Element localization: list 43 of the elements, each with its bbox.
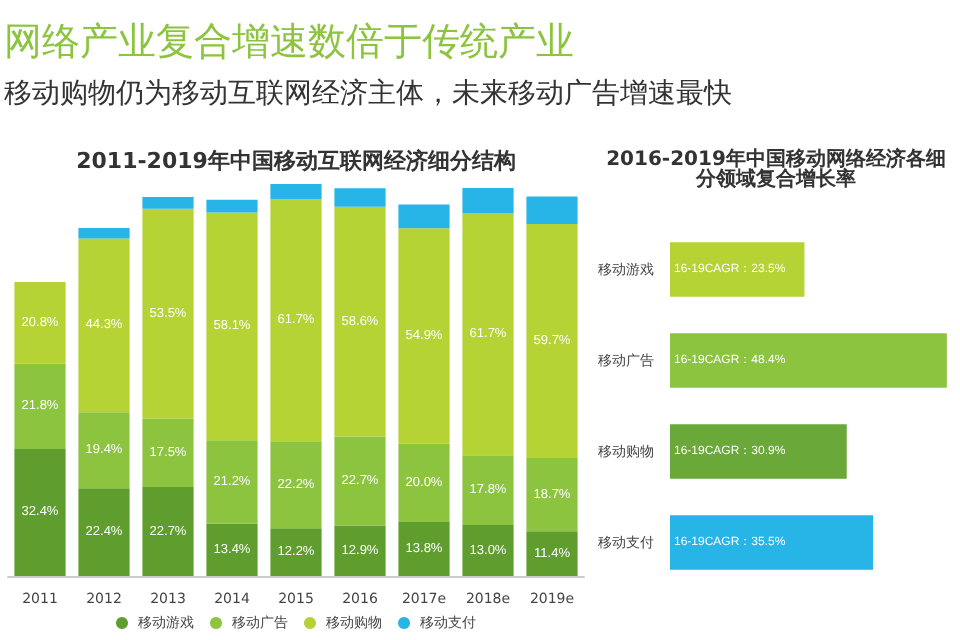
bar [526,531,578,576]
bar [14,448,66,576]
bar [270,199,322,442]
bar [670,242,805,297]
bar [270,184,322,200]
bar [462,455,514,526]
bar [462,213,514,456]
bar [398,443,450,522]
text: 网络产业复合增速数倍于传统产业 [4,18,576,68]
bar [334,525,386,576]
bar [142,487,194,576]
bar [142,418,194,488]
bar [398,521,450,576]
bar [142,208,194,419]
bar [206,440,258,524]
bar [206,523,258,576]
bar [462,187,514,214]
bar [206,199,258,213]
bar [462,525,514,576]
bar [78,227,130,239]
bar [206,212,258,441]
bar [526,196,578,224]
bar [270,528,322,576]
bar [334,206,386,437]
bar [78,238,130,413]
bar [398,228,450,444]
bar [398,204,450,229]
bar [526,223,578,459]
chart-title: 2016-2019年中国移动网络经济各细分领域复合增长率 [606,147,946,191]
bar [270,441,322,529]
bar [334,436,386,526]
bar [78,412,130,489]
bar [14,282,66,364]
bar [670,424,847,479]
bar [670,333,947,388]
text: 移动购物仍为移动互联网经济主体，未来移动广告增速最快 [4,76,734,112]
bar [14,363,66,449]
bar [526,458,578,532]
bar [78,488,130,576]
bar [670,515,874,570]
chart-title: 2011-2019年中国移动互联网经济细分结构 [76,148,516,174]
bar [142,196,194,209]
bar [334,188,386,207]
